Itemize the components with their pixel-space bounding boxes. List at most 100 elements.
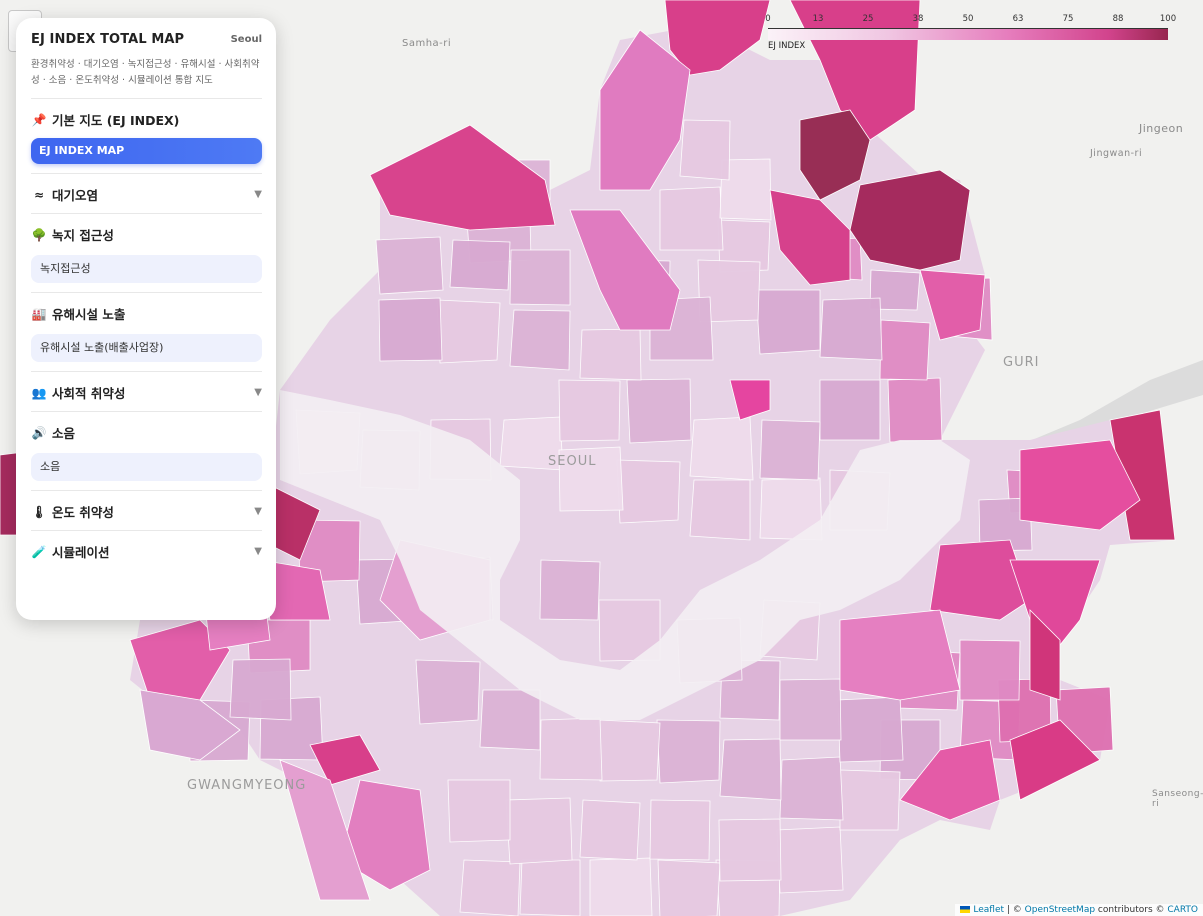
district-polygon[interactable] xyxy=(129,619,231,701)
district-polygon[interactable] xyxy=(297,519,361,583)
district-polygon[interactable] xyxy=(819,379,881,441)
district-polygon[interactable] xyxy=(819,297,883,361)
attribution-contrib: contributors © xyxy=(1095,905,1168,915)
district-polygon[interactable] xyxy=(664,0,771,76)
district-polygon[interactable] xyxy=(1029,609,1061,701)
district-polygon[interactable] xyxy=(849,169,971,271)
chevron-down-icon[interactable]: ▼ xyxy=(254,189,262,200)
district-polygon[interactable] xyxy=(776,826,844,894)
speaker-icon: 🔊 xyxy=(31,425,47,440)
district-polygon[interactable] xyxy=(599,29,691,191)
district-polygon[interactable] xyxy=(589,857,653,916)
district-polygon[interactable] xyxy=(1009,719,1101,801)
district-polygon[interactable] xyxy=(436,299,501,364)
district-polygon[interactable] xyxy=(769,189,851,286)
district-polygon[interactable] xyxy=(579,799,641,861)
district-polygon[interactable] xyxy=(479,689,541,751)
district-polygon[interactable] xyxy=(505,797,573,865)
district-polygon[interactable] xyxy=(459,859,521,916)
section-label: 온도 취약성 xyxy=(52,505,114,520)
district-polygon[interactable] xyxy=(229,658,292,721)
section-header[interactable]: 🧪 시뮬레이션 ▼ xyxy=(31,542,262,561)
district-polygon[interactable] xyxy=(719,158,772,221)
layer-button[interactable]: 소음 xyxy=(31,453,262,481)
district-polygon[interactable] xyxy=(579,328,642,381)
district-polygon[interactable] xyxy=(779,756,844,821)
panel-section: 🌡 온도 취약성 ▼ xyxy=(31,490,262,521)
district-polygon[interactable] xyxy=(717,219,771,273)
district-polygon[interactable] xyxy=(616,459,681,524)
district-polygon[interactable] xyxy=(539,559,601,621)
legend-tick: 63 xyxy=(1012,14,1024,24)
district-polygon[interactable] xyxy=(378,297,443,362)
panel-section: 🔊 소음 소음 xyxy=(31,411,262,481)
district-polygon[interactable] xyxy=(689,479,751,541)
osm-link[interactable]: OpenStreetMap xyxy=(1024,905,1096,915)
carto-link[interactable]: CARTO xyxy=(1167,905,1198,915)
district-polygon[interactable] xyxy=(679,119,731,181)
district-polygon[interactable] xyxy=(729,379,771,421)
district-polygon[interactable] xyxy=(799,109,871,201)
chevron-down-icon[interactable]: ▼ xyxy=(254,546,262,557)
district-polygon[interactable] xyxy=(659,186,724,251)
section-header[interactable]: 🌡 온도 취약성 ▼ xyxy=(31,502,262,521)
district-polygon[interactable] xyxy=(899,739,1001,821)
map-attribution: Leaflet | © OpenStreetMap contributors ©… xyxy=(955,904,1203,916)
district-polygon[interactable] xyxy=(887,377,943,443)
district-polygon[interactable] xyxy=(718,818,782,882)
district-polygon[interactable] xyxy=(558,446,624,512)
district-polygon[interactable] xyxy=(309,734,381,786)
legend-title: EJ INDEX xyxy=(768,41,806,51)
map-label-sanseong: Sanseong-ri xyxy=(1152,789,1203,809)
district-polygon[interactable] xyxy=(879,319,931,381)
district-polygon[interactable] xyxy=(839,769,901,831)
layer-button[interactable]: 녹지접근성 xyxy=(31,255,262,283)
district-polygon[interactable] xyxy=(779,678,842,741)
district-polygon[interactable] xyxy=(569,209,681,331)
district-polygon[interactable] xyxy=(1019,439,1141,531)
layer-button[interactable]: EJ INDEX MAP xyxy=(31,138,262,164)
district-polygon[interactable] xyxy=(837,696,904,763)
district-polygon[interactable] xyxy=(719,738,782,801)
district-polygon[interactable] xyxy=(869,269,921,311)
district-polygon[interactable] xyxy=(449,239,511,291)
district-polygon[interactable] xyxy=(558,379,621,442)
district-polygon[interactable] xyxy=(139,689,241,761)
district-polygon[interactable] xyxy=(649,799,711,861)
district-polygon[interactable] xyxy=(447,779,511,843)
district-polygon[interactable] xyxy=(919,269,986,341)
district-polygon[interactable] xyxy=(509,249,571,306)
district-polygon[interactable] xyxy=(755,289,821,355)
district-polygon[interactable] xyxy=(657,859,721,916)
chevron-down-icon[interactable]: ▼ xyxy=(254,387,262,398)
district-polygon[interactable] xyxy=(415,659,481,725)
district-polygon[interactable] xyxy=(509,309,571,371)
district-polygon[interactable] xyxy=(978,497,1033,552)
chevron-down-icon[interactable]: ▼ xyxy=(254,506,262,517)
section-header[interactable]: 👥 사회적 취약성 ▼ xyxy=(31,383,262,402)
district-polygon[interactable] xyxy=(656,719,721,784)
district-polygon[interactable] xyxy=(519,859,581,916)
district-polygon[interactable] xyxy=(959,639,1021,701)
section-header[interactable]: ≈ 대기오염 ▼ xyxy=(31,185,262,204)
panel-section: 🌳 녹지 접근성 녹지접근성 xyxy=(31,213,262,283)
district-polygon[interactable] xyxy=(369,124,556,231)
district-polygon[interactable] xyxy=(839,609,961,701)
district-polygon[interactable] xyxy=(689,416,754,481)
district-polygon[interactable] xyxy=(929,539,1031,621)
leaflet-link[interactable]: Leaflet xyxy=(973,905,1005,915)
district-polygon[interactable] xyxy=(598,719,661,782)
people-icon: 👥 xyxy=(31,385,47,400)
section-header: 🏭 유해시설 노출 xyxy=(31,304,262,323)
district-polygon[interactable] xyxy=(279,759,371,901)
district-polygons[interactable] xyxy=(0,0,1176,916)
layer-button[interactable]: 유해시설 노출(배출사업장) xyxy=(31,334,262,362)
section-label: 시뮬레이션 xyxy=(52,545,110,560)
district-polygon[interactable] xyxy=(1009,559,1101,646)
district-polygon[interactable] xyxy=(375,236,444,295)
district-polygon[interactable] xyxy=(539,717,603,781)
district-polygon[interactable] xyxy=(759,419,821,481)
district-polygon[interactable] xyxy=(626,378,692,444)
section-label: 녹지 접근성 xyxy=(52,228,114,243)
